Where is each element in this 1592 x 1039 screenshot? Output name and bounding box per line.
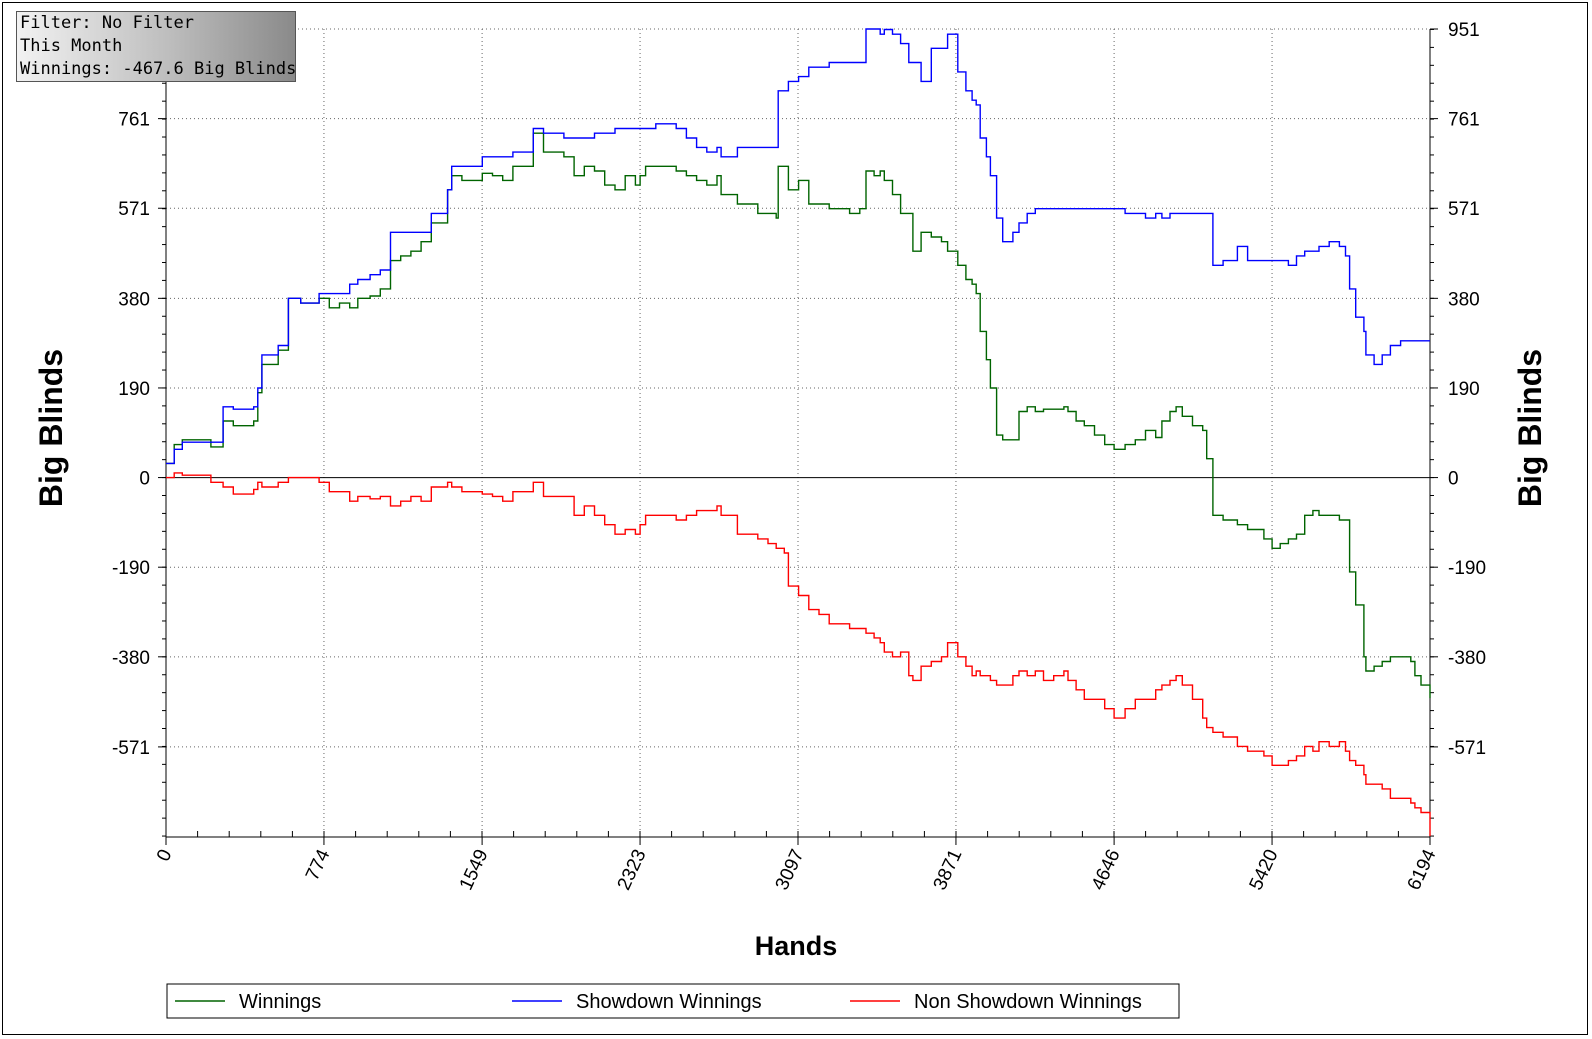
info-box: Filter: No Filter This Month Winnings: -… [16,11,296,82]
y-axis-title-right: Big Blinds [1512,349,1548,507]
y-tick-label-left: -571 [112,738,150,759]
y-tick-label-right: -571 [1448,738,1486,759]
series-line-showdown-winnings [166,28,1430,465]
y-tick-label-right: -380 [1448,648,1486,669]
y-axis-title-left: Big Blinds [33,349,69,507]
y-tick-label-left: 571 [118,199,150,220]
series-line-winnings [166,132,1431,699]
axes: -571 -380 -190 0 190 380 571 761 -571 -380 -190 0 19… [112,20,1486,893]
x-tick-label: 1549 [456,846,493,893]
y-tick-label-right: 951 [1448,20,1480,41]
filter-label: Filter: No Filter [20,13,194,33]
grid [166,28,1430,837]
x-tick-label: 774 [302,846,335,884]
x-tick-label: 3871 [930,846,967,893]
y-tick-label-left: -190 [112,558,150,579]
x-tick-label: 6194 [1404,846,1441,894]
legend-label: Non Showdown Winnings [914,991,1142,1013]
legend: Winnings Showdown Winnings Non Showdown Wi… [166,983,1180,1019]
series-line-non-showdown-winnings [166,472,1431,837]
series-lines [166,28,1431,837]
y-tick-label-left: 761 [118,110,150,131]
y-tick-label-right: 571 [1448,199,1480,220]
legend-label: Winnings [239,991,321,1013]
y-tick-label-right: 0 [1448,469,1459,490]
y-tick-label-left: -380 [112,648,150,669]
y-tick-label-right: 380 [1448,289,1480,310]
legend-box [166,983,1180,1019]
period-label: This Month [20,36,123,56]
y-tick-label-left: 0 [139,469,150,490]
y-tick-label-right: 190 [1448,379,1480,400]
x-tick-label: 2323 [614,846,651,893]
y-tick-label-left: 190 [118,379,150,400]
y-tick-label-right: 761 [1448,110,1480,131]
y-tick-label-right: -190 [1448,558,1486,579]
y-tick-label-left: 380 [118,289,150,310]
x-tick-label: 4646 [1088,846,1125,893]
x-tick-label: 0 [153,846,177,864]
x-tick-label: 3097 [772,846,809,893]
winnings-summary: Winnings: -467.6 Big Blinds [20,59,297,79]
x-axis-title: Hands [755,931,838,961]
x-tick-label: 5420 [1246,846,1283,893]
legend-label: Showdown Winnings [576,991,762,1013]
